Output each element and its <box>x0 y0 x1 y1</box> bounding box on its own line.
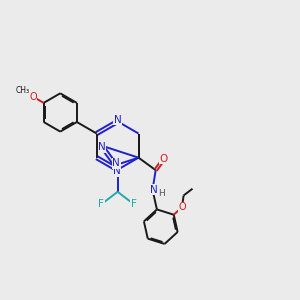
Text: N: N <box>150 185 158 195</box>
Text: O: O <box>160 154 168 164</box>
Text: H: H <box>159 189 165 198</box>
Text: N: N <box>112 158 120 168</box>
Text: N: N <box>114 115 122 125</box>
Text: O: O <box>29 92 37 102</box>
Text: O: O <box>178 202 186 212</box>
Text: F: F <box>98 199 104 209</box>
Text: CH₃: CH₃ <box>16 86 30 95</box>
Text: N: N <box>113 167 121 176</box>
Text: N: N <box>98 142 106 152</box>
Text: F: F <box>131 199 137 209</box>
